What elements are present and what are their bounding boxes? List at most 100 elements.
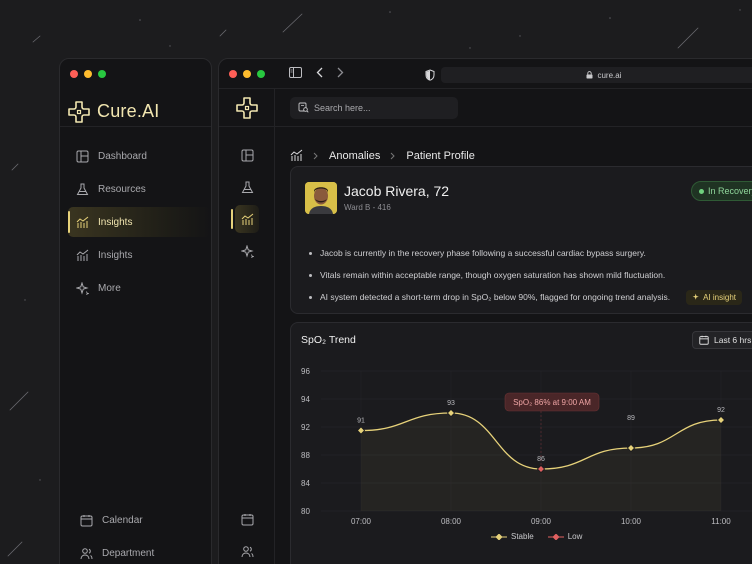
sparkle-icon [240, 244, 254, 258]
x-tick-label: 08:00 [441, 517, 462, 526]
window-titlebar [60, 59, 211, 89]
legend-swatch-low [547, 533, 564, 540]
data-point [446, 408, 456, 418]
legend-label: Low [567, 532, 583, 541]
users-icon [241, 545, 253, 557]
sidebar-bottom-nav: Calendar Department [60, 505, 211, 564]
y-tick-label: 96 [301, 367, 310, 376]
data-point [716, 415, 726, 425]
rail-logo[interactable] [219, 89, 274, 127]
rail-item-more[interactable] [235, 237, 259, 265]
note-item: Jacob is currently in the recovery phase… [309, 242, 742, 264]
rail-item-dashboard[interactable] [235, 141, 259, 169]
lock-icon [586, 71, 593, 79]
minimize-window-button[interactable] [243, 69, 251, 78]
chevron-right-icon [313, 152, 318, 159]
sidebar-item-department[interactable]: Department [72, 538, 211, 564]
tooltip-text: SpO₂ 86% at 9:00 AM [513, 398, 591, 407]
close-window-button[interactable] [70, 70, 78, 78]
browser-titlebar: cure.ai [219, 59, 752, 89]
calendar-icon [241, 513, 253, 525]
tooltip-box [504, 392, 600, 412]
insights-icon[interactable] [290, 149, 303, 162]
flask-icon [241, 181, 253, 193]
sidebar-item-label: Insights [98, 216, 133, 228]
note-text: AI system detected a short-term drop in … [320, 292, 671, 302]
low-point-tooltip: SpO₂ 86% at 9:00 AM [504, 392, 600, 412]
sidebar-item-dashboard[interactable]: Dashboard [68, 141, 211, 171]
sidebar-item-insights[interactable]: Insights [68, 240, 211, 270]
time-range-button[interactable]: Last 6 hrs [692, 331, 752, 349]
x-tick-label: 11:00 [711, 517, 731, 526]
insights-icon [76, 216, 89, 228]
patient-ward: Ward B - 416 [344, 203, 391, 212]
legend-item-stable[interactable]: Stable [491, 532, 534, 541]
maximize-window-button[interactable] [257, 69, 265, 78]
note-item: Vitals remain within acceptable range, t… [309, 264, 742, 286]
shield-icon[interactable] [425, 69, 435, 81]
x-tick-label: 09:00 [531, 517, 552, 526]
sidebar-nav: Dashboard Resources Insights Insights Mo… [60, 127, 211, 303]
sparkle-icon [76, 281, 89, 295]
x-tick-label: 07:00 [351, 517, 372, 526]
patient-name: Jacob Rivera, 72 [344, 183, 450, 199]
search-input[interactable]: Search here... [290, 96, 458, 119]
flask-icon [76, 183, 89, 195]
rail-item-insights[interactable] [231, 205, 259, 233]
patient-card: Jacob Rivera, 72 Ward B - 416 In Recover… [290, 166, 752, 314]
breadcrumb: Anomalies Patient Profile [275, 127, 752, 167]
series-area [361, 413, 721, 511]
sidebar-item-label: Department [102, 547, 155, 559]
sidebar-item-insights-active[interactable]: Insights [68, 207, 211, 237]
dashboard-icon [76, 150, 89, 162]
users-icon [80, 547, 93, 559]
rail-item-calendar[interactable] [235, 505, 259, 533]
url-bar[interactable]: cure.ai [441, 67, 752, 83]
minimize-window-button[interactable] [84, 70, 92, 78]
note-text: Vitals remain within acceptable range, t… [320, 270, 666, 280]
brand-name: Cure.AI [97, 101, 160, 121]
chevron-right-icon[interactable] [337, 67, 344, 78]
y-tick-label: 80 [301, 507, 310, 516]
data-label: 92 [717, 407, 725, 414]
chevron-left-icon[interactable] [316, 67, 323, 78]
ai-insight-badge[interactable]: AI insight [686, 289, 743, 305]
rail-item-department[interactable] [235, 537, 259, 564]
y-tick-label: 88 [301, 451, 310, 460]
note-text: Jacob is currently in the recovery phase… [320, 248, 646, 258]
y-tick-label: 94 [301, 395, 310, 404]
breadcrumb-anomalies[interactable]: Anomalies [329, 149, 381, 162]
cure-logo-icon [235, 96, 258, 119]
url-text: cure.ai [597, 70, 622, 80]
y-tick-label: 84 [301, 479, 310, 488]
legend-swatch-stable [491, 533, 507, 540]
data-label: 89 [627, 415, 635, 422]
ai-insight-label: AI insight [703, 292, 737, 302]
brand[interactable]: Cure.AI [60, 89, 211, 127]
rail-item-resources[interactable] [235, 173, 259, 201]
sidebar-item-more[interactable]: More [68, 273, 211, 303]
chevron-right-icon [391, 152, 396, 159]
calendar-icon [80, 514, 93, 526]
data-label: 93 [447, 400, 455, 407]
sidebar-item-calendar[interactable]: Calendar [72, 505, 211, 535]
trend-title: SpO₂ Trend [301, 334, 356, 346]
spo2-line-chart[interactable]: 96 94 92 88 84 80 07:00 08:00 09:00 10:00 11:00 91 9… [291, 323, 752, 564]
breadcrumb-patient-profile[interactable]: Patient Profile [406, 149, 475, 162]
data-point [626, 443, 636, 453]
data-point-low [536, 464, 546, 474]
maximize-window-button[interactable] [98, 70, 106, 78]
status-badge: In Recovery [691, 181, 752, 201]
sidebar-item-label: Insights [98, 249, 133, 261]
y-tick-label: 92 [301, 423, 310, 432]
spo2-trend-card: SpO₂ Trend Last 6 hrs 96 94 92 88 84 80 07:00 0… [290, 322, 752, 564]
sidebar-item-resources[interactable]: Resources [68, 174, 211, 204]
close-window-button[interactable] [229, 69, 237, 78]
x-tick-label: 10:00 [621, 517, 642, 526]
legend-item-low[interactable]: Low [547, 532, 583, 541]
chart-legend: Stable Low [491, 532, 582, 541]
sidebar-toggle-icon[interactable] [289, 67, 302, 78]
sidebar-item-label: More [98, 282, 121, 294]
search-icon [298, 102, 309, 113]
